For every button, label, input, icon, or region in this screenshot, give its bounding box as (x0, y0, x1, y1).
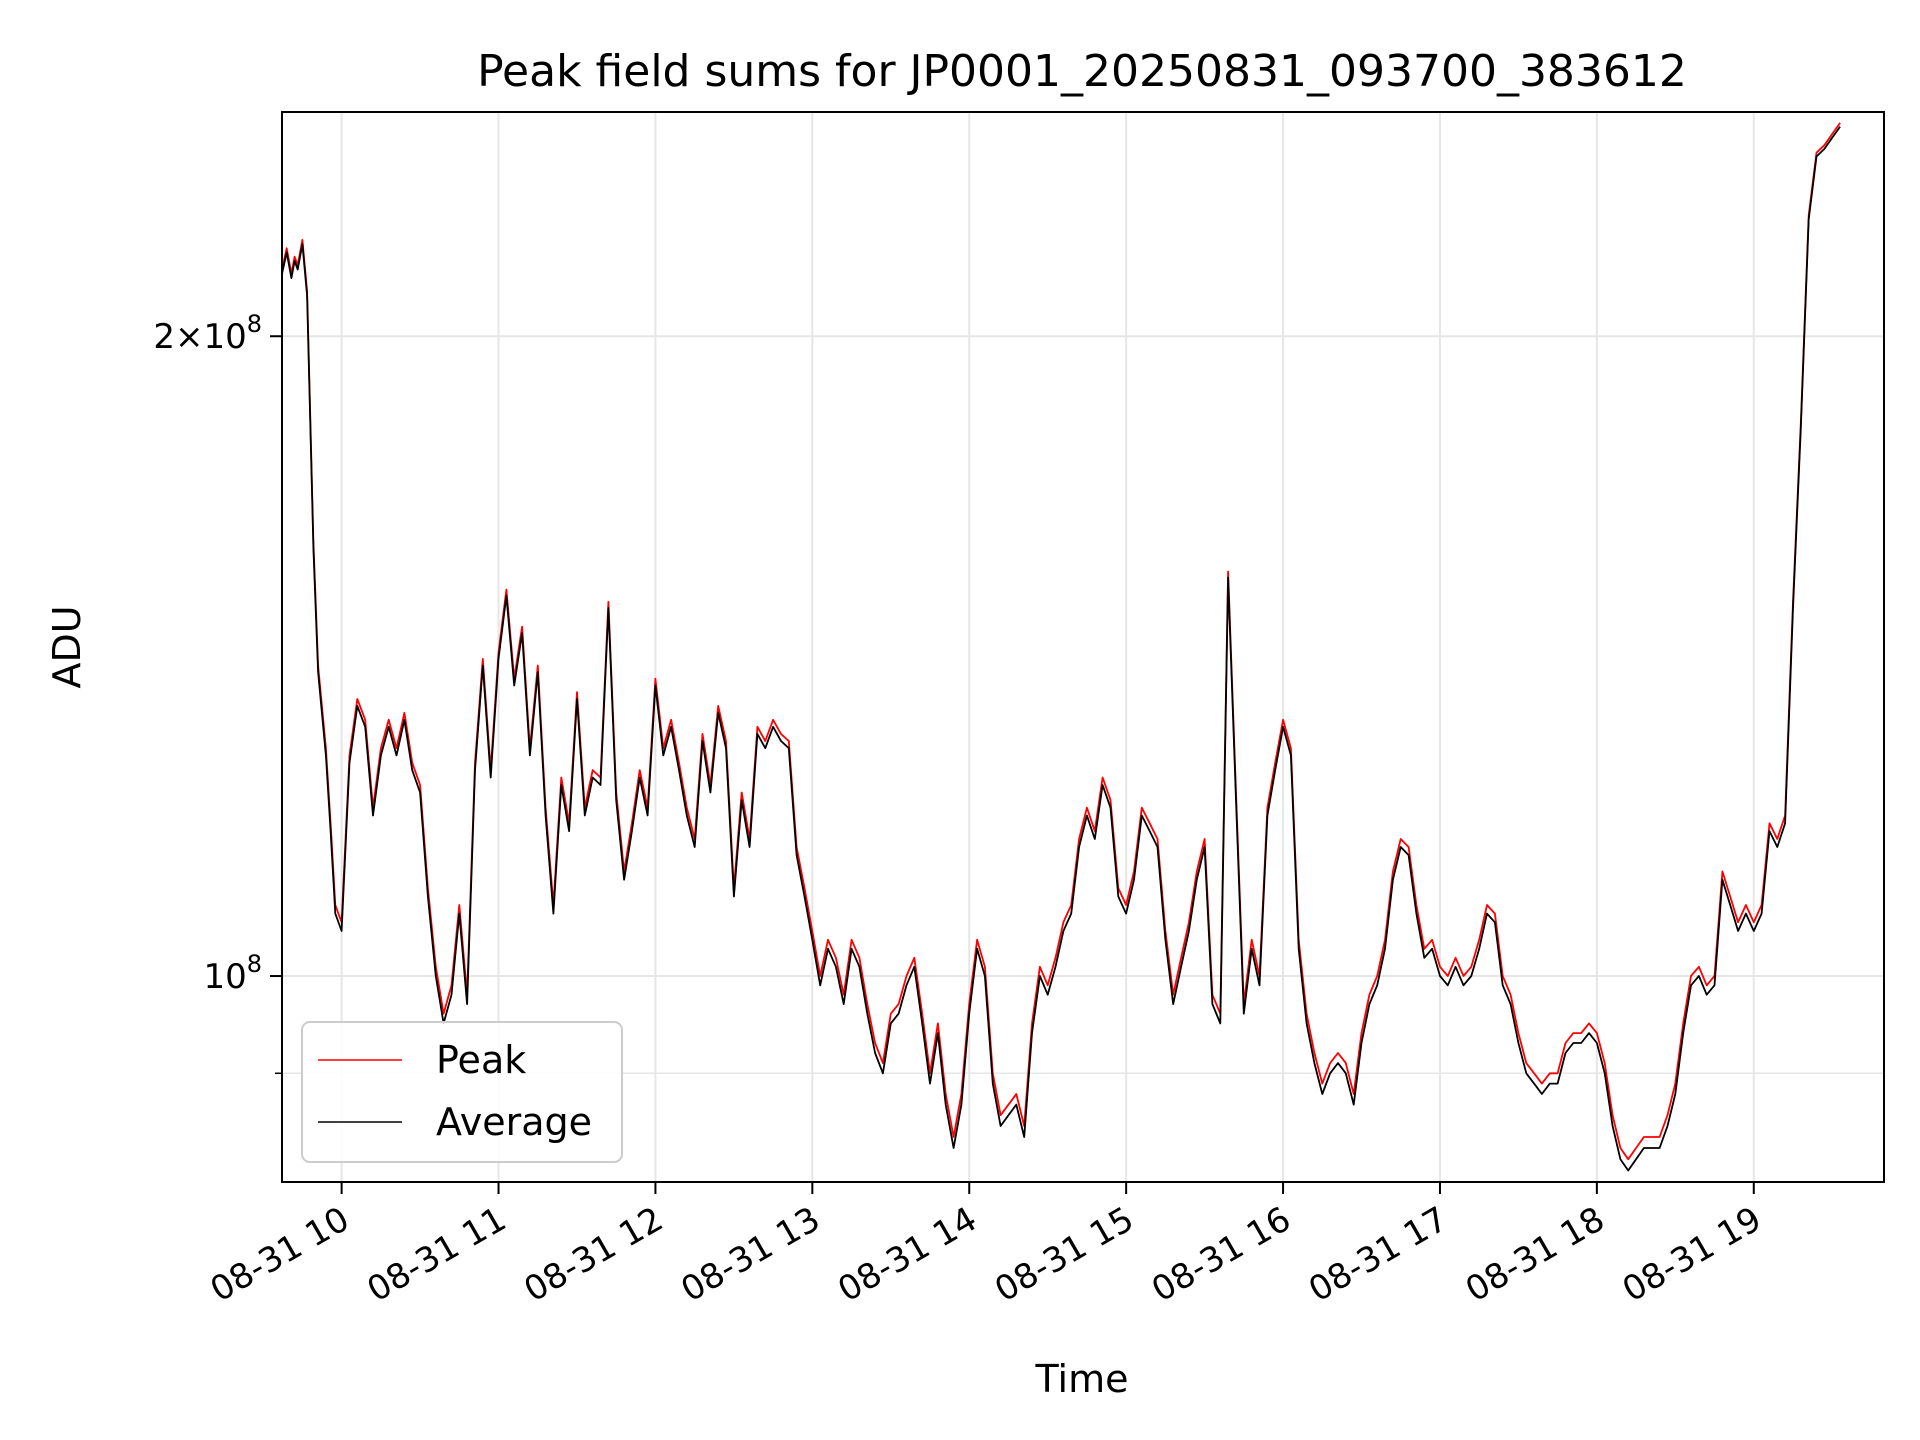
y-axis-label: ADU (45, 605, 89, 688)
legend: Peak Average (301, 1021, 623, 1163)
series-line-average (281, 126, 1841, 1172)
x-axis-label: Time (1035, 1357, 1129, 1401)
legend-average-label: Average (436, 1100, 592, 1144)
legend-peak-label: Peak (436, 1038, 526, 1082)
plot-frame (281, 111, 1885, 1183)
y-axis-ticks: 108 2×108 (153, 310, 282, 1075)
legend-box (301, 1021, 623, 1163)
chart-title: Peak field sums for JP0001_20250831_0937… (477, 46, 1687, 97)
y-tick-label: 2×108 (153, 310, 262, 357)
y-tick-label: 108 (203, 950, 262, 997)
series-lines (281, 122, 1841, 1172)
